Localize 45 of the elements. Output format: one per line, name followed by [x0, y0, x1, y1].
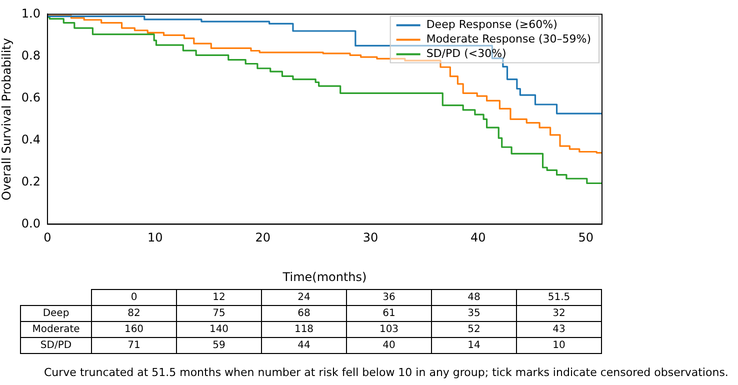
- data-label: 10: [516, 338, 602, 354]
- x-tick-label: 36: [346, 290, 432, 306]
- x-tick-label: 40: [470, 230, 486, 245]
- y-axis-title: Overall Survival Probability: [0, 38, 14, 200]
- x-tick-label: 51.5: [516, 290, 602, 306]
- data-label: 75: [176, 306, 262, 322]
- y-tick-label: 0.4: [21, 132, 40, 146]
- data-label: 103: [346, 322, 432, 338]
- x-tick-label: 48: [432, 290, 516, 306]
- y-tick-label: Deep: [20, 306, 92, 322]
- legend-label: Deep Response (≥60%): [426, 18, 558, 32]
- x-tick-label: 10: [148, 230, 163, 245]
- x-axis-title: Time(months): [282, 270, 367, 284]
- x-tick-label: 24: [262, 290, 346, 306]
- data-label: 32: [516, 306, 602, 322]
- y-tick-label: 0.0: [21, 216, 40, 230]
- y-tick-label: 1.0: [21, 6, 40, 20]
- x-tick-label: 30: [362, 230, 378, 245]
- data-label: 61: [346, 306, 432, 322]
- x-tick-label: 12: [176, 290, 262, 306]
- data-label: 59: [176, 338, 262, 354]
- y-tick-label: SD/PD: [20, 338, 92, 354]
- y-tick-label: 0.8: [21, 48, 40, 62]
- data-label: 71: [92, 338, 176, 354]
- y-tick-label: Moderate: [20, 322, 92, 338]
- data-label: 43: [516, 322, 602, 338]
- x-tick-label: 50: [578, 230, 594, 245]
- data-label: 118: [262, 322, 346, 338]
- y-tick-label: 0.2: [21, 174, 40, 188]
- data-label: 40: [346, 338, 432, 354]
- x-tick-label: 0: [44, 230, 52, 245]
- legend-label: Moderate Response (30–59%): [426, 32, 592, 46]
- data-label: 35: [432, 306, 516, 322]
- data-label: 14: [432, 338, 516, 354]
- x-tick-label: 20: [255, 230, 270, 245]
- data-label: 68: [262, 306, 346, 322]
- data-label: 44: [262, 338, 346, 354]
- data-label: 82: [92, 306, 176, 322]
- data-label: 140: [176, 322, 262, 338]
- legend-label: SD/PD (<30%): [426, 47, 506, 60]
- data-label: 52: [432, 322, 516, 338]
- data-label: 160: [92, 322, 176, 338]
- text: Curve truncated at 51.5 months when number at risk fell below 10 in any group; tick marks indicate censored observations.: [44, 366, 728, 379]
- y-tick-label: 0.6: [21, 90, 40, 104]
- x-tick-label: 0: [92, 290, 176, 306]
